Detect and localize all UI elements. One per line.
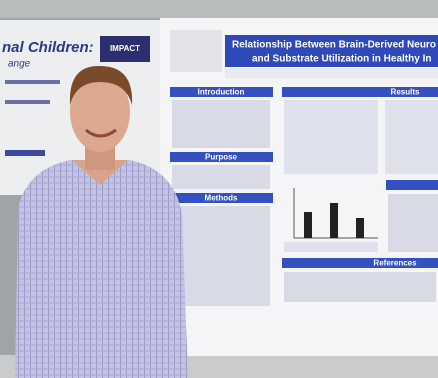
left-poster-title: ange (8, 59, 31, 70)
hair (69, 65, 133, 105)
poster-logo (170, 30, 222, 72)
text-line (5, 100, 50, 104)
section-bar (170, 152, 273, 162)
text-block (388, 194, 438, 252)
left-poster-title: nal Children: (2, 39, 94, 56)
results-table (385, 100, 438, 174)
text-block (172, 100, 270, 148)
section-title: Purpose (205, 153, 238, 162)
section-bar (170, 193, 273, 203)
wall-top (0, 0, 438, 18)
results-table (284, 100, 378, 174)
section-bar (386, 180, 438, 190)
text-block (172, 165, 270, 189)
section-title: References (373, 259, 417, 268)
authors (225, 68, 438, 78)
logo-text: IMPACT (110, 44, 140, 53)
section-bar (5, 150, 45, 156)
text-block (284, 272, 436, 302)
caption (284, 242, 378, 252)
title-banner (225, 35, 438, 67)
chart-bar (304, 212, 312, 238)
section-bar (282, 87, 438, 97)
chart-bar (356, 218, 364, 238)
chart-bar (330, 203, 338, 238)
section-bar (282, 258, 438, 268)
shirt (15, 160, 188, 378)
logo (100, 36, 150, 62)
section-title: Results (391, 88, 420, 97)
poster-title: Relationship Between Brain-Derived Neuro (232, 40, 436, 51)
text-block (172, 206, 270, 306)
section-title: Introduction (198, 88, 245, 97)
section-title: Methods (205, 194, 238, 203)
text-line (5, 80, 60, 84)
poster-title: and Substrate Utilization in Healthy In (252, 54, 431, 65)
smile (85, 128, 117, 138)
section-bar (170, 87, 273, 97)
